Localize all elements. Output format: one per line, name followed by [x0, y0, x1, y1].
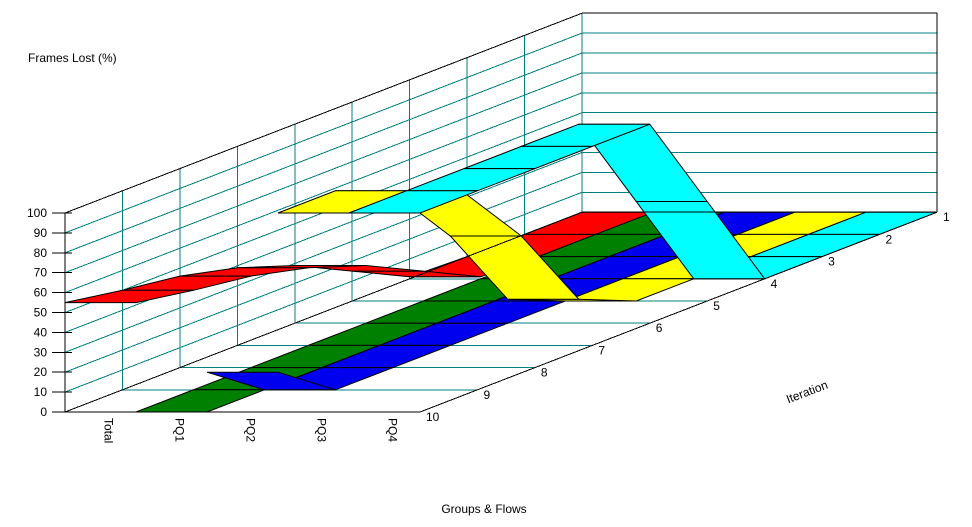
- ribbon-pq1: [135, 389, 265, 413]
- category-tick-label: Total: [102, 418, 116, 443]
- iteration-tick-label: 5: [713, 299, 720, 313]
- wall-value-gridline: [64, 92, 583, 294]
- ribbon-pq4: [348, 190, 478, 214]
- value-axis-title: Frames Lost (%): [28, 51, 117, 65]
- iteration-tick-label: 10: [426, 410, 440, 424]
- iteration-tick-label: 4: [771, 277, 778, 291]
- ribbon-total: [64, 289, 194, 304]
- category-tick-label: PQ1: [173, 418, 187, 442]
- category-axis-title: Groups & Flows: [441, 502, 527, 516]
- value-tick-label: 30: [34, 345, 48, 359]
- ribbon-total: [179, 267, 309, 277]
- depth-axis-line: [419, 211, 938, 413]
- ribbon-pq2: [206, 371, 336, 391]
- ribbon-pq4: [406, 168, 536, 192]
- value-tick-label: 80: [34, 246, 48, 260]
- iteration-tick-label: 8: [541, 366, 548, 380]
- value-tick-label: 60: [34, 286, 48, 300]
- value-tick-label: 100: [27, 206, 47, 220]
- iteration-tick-label: 6: [656, 321, 663, 335]
- wall-value-gridline: [64, 32, 583, 234]
- wall-floor-junction: [64, 211, 583, 413]
- iteration-tick-label: 2: [886, 232, 893, 246]
- wall-value-gridline: [64, 52, 583, 254]
- wall-top-edge: [64, 12, 583, 214]
- value-tick-label: 10: [34, 385, 48, 399]
- value-tick-label: 40: [34, 325, 48, 339]
- wall-value-gridline: [64, 152, 583, 353]
- value-tick-label: 20: [34, 365, 48, 379]
- category-tick-label: PQ2: [244, 418, 258, 442]
- value-tick-label: 0: [40, 405, 47, 419]
- iteration-tick-label: 7: [598, 343, 605, 357]
- wall-value-gridline: [64, 171, 583, 373]
- category-tick-label: PQ4: [386, 418, 400, 442]
- iteration-tick-label: 1: [943, 210, 950, 224]
- value-tick-label: 70: [34, 266, 48, 280]
- ribbon-pq4: [463, 145, 593, 170]
- iteration-tick-label: 3: [828, 255, 835, 269]
- value-tick-label: 90: [34, 226, 48, 240]
- category-tick-label: PQ3: [315, 418, 329, 442]
- value-tick-label: 50: [34, 306, 48, 320]
- iteration-tick-label: 9: [483, 388, 490, 402]
- wall-value-gridline: [64, 72, 583, 274]
